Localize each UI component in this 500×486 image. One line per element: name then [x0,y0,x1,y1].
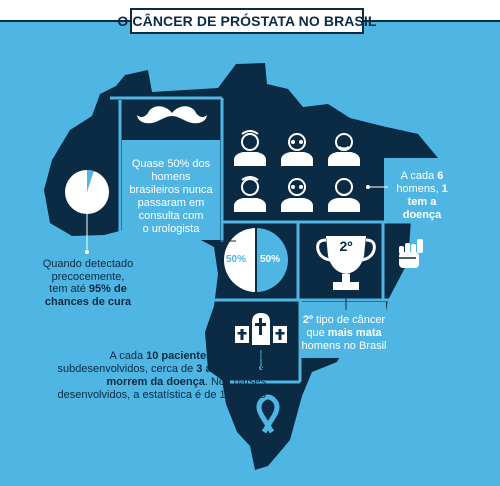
ranking-bold2: mais mata [327,327,382,339]
mortality-post3: . Nos países [204,376,266,388]
mustache-icon [137,106,207,124]
one-in-six-text: A cada 6 homens, 1 tem a doença [392,170,452,222]
hand-finger [405,243,410,253]
pie-chart-icon [65,170,109,214]
one-in-six-pre2: homens, [396,183,442,195]
man-icon [234,130,266,166]
hand-icon [399,239,423,268]
mortality-line2: subdesenvolvidos, cerca de 3 a 4 homens [6,363,266,376]
ribbon-icon [256,394,280,434]
ranking-line1: 2º tipo de câncer [300,314,388,327]
half-pie-chart-icon [224,228,288,292]
one-in-six-dot [366,185,370,189]
title-box: O CÂNCER DE PRÓSTATA NO BRASIL [117,8,376,34]
pie-chart-slice [87,170,94,192]
man-icon [328,133,360,166]
title-bar: O CÂNCER DE PRÓSTATA NO BRASIL [0,0,500,44]
tombstone-cross-v [259,318,262,335]
man-icon [328,178,360,212]
pie-half-left [224,228,256,292]
urologist-text: Quase 50% dos homens brasileiros nunca p… [122,158,220,236]
one-in-six-bold2: 1 [441,183,448,195]
urologist-line: homens [151,171,191,183]
cross-icon [275,332,285,335]
title-rule-left [0,20,132,22]
trophy-icon [316,236,376,290]
early-detection-dot [85,250,89,254]
ranking-rest: tipo de câncer [312,314,386,326]
early-detection-line1: Quando detectado [42,258,134,270]
man-icon [281,133,313,166]
hand-finger [411,244,416,253]
mortality-line4: desenvolvidos, a estatística é de 1 para… [57,389,266,401]
page-title: O CÂNCER DE PRÓSTATA NO BRASIL [117,13,377,29]
urologist-line: o urologista [142,223,200,235]
mortality-bold2: 3 a 4 homens [196,363,266,375]
ranking-line3: homens no Brasil [301,340,387,352]
trophy-base [333,282,359,290]
mortality-bold1: 10 pacientes [146,350,213,362]
one-in-six-line3: tem a doença [402,196,442,221]
pie-left-label: 50% [226,254,247,265]
mortality-dot [259,366,263,370]
early-detection-line3: tem até 95% de [28,283,148,296]
hand-finger [417,239,423,253]
cross-icon [237,332,247,335]
title-rule-right [362,20,500,22]
ranking-bold: 2º [302,314,313,326]
tombstone-cross-h [255,323,266,326]
mortality-pre2: subdesenvolvidos, cerca de [57,363,197,375]
trophy-stem [342,274,350,282]
man-icon [281,178,313,212]
urologist-line: passaram em [137,197,205,209]
one-in-six-line1: A cada 6 [392,170,452,183]
urologist-line: brasileiros nunca [129,184,213,196]
early-detection-line4: chances de cura [44,295,132,308]
mortality-text: A cada 10 pacientes em países subdesenvo… [6,350,266,402]
trophy-handle-left [316,238,331,262]
one-in-six-line2: homens, 1 [392,183,452,196]
mortality-post1: em países [212,350,266,362]
mortality-pre1: A cada [109,350,147,362]
urologist-line: consulta com [138,210,204,222]
pie-half-right [256,228,288,292]
ranking-text: 2º tipo de câncer que mais mata homens n… [300,314,388,353]
trophy-cup [326,236,366,274]
trophy-handle-right [361,238,376,262]
one-in-six-panel [384,158,452,222]
pie-right-label: 50% [260,254,281,265]
mortality-line3: morrem da doença. Nos países [6,376,266,389]
hand-palm [399,252,419,268]
one-in-six-pre: A cada [400,170,438,182]
early-detection-text: Quando detectado precocemente, tem até 9… [28,258,148,308]
man-icon [234,176,266,212]
trophy-badge: 2º [339,238,353,254]
graves [235,313,287,345]
ranking-panel [300,302,386,358]
one-in-six-bold: 6 [437,170,444,182]
hand-finger [399,246,404,254]
early-detection-pre: tem até [49,283,89,295]
ranking-line2: que mais mata [300,327,388,340]
map-grid [110,96,448,384]
men-icons [234,130,360,212]
urologist-panel [122,140,220,240]
mortality-line1: A cada 10 pacientes em países [6,350,266,363]
mortality-bold3: morrem da doença [106,376,205,388]
urologist-line: Quase 50% dos [131,158,211,170]
early-detection-bold: 95% de [88,283,127,295]
ranking-pre: que [306,327,328,339]
ribbon-loop [256,394,280,434]
early-detection-line2: precocemente, [51,270,125,283]
